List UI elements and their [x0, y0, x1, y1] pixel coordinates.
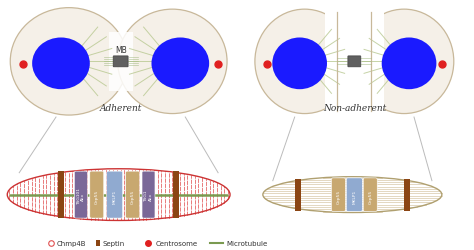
Ellipse shape	[382, 38, 437, 90]
FancyBboxPatch shape	[113, 57, 128, 68]
Text: Chmp4B: Chmp4B	[57, 240, 86, 246]
Bar	[173, 171, 179, 218]
Text: MKLP1: MKLP1	[113, 189, 117, 203]
Ellipse shape	[272, 38, 327, 90]
Text: Centrosome: Centrosome	[155, 240, 198, 246]
Text: MB: MB	[115, 46, 127, 55]
Ellipse shape	[118, 10, 227, 114]
Text: Microtubule: Microtubule	[226, 240, 267, 246]
Bar	[96, 240, 100, 246]
Bar	[295, 179, 301, 211]
Text: MKLP1: MKLP1	[352, 189, 356, 203]
FancyBboxPatch shape	[348, 57, 361, 68]
Bar	[109, 32, 133, 92]
Text: Cep55: Cep55	[130, 189, 135, 203]
Text: Cep55: Cep55	[95, 189, 99, 203]
Text: Non-adherent: Non-adherent	[323, 103, 386, 112]
Bar	[404, 179, 410, 211]
FancyBboxPatch shape	[331, 178, 346, 212]
FancyBboxPatch shape	[363, 178, 377, 212]
Text: Cep55: Cep55	[337, 189, 340, 203]
Bar	[58, 171, 64, 218]
FancyBboxPatch shape	[126, 172, 139, 218]
Ellipse shape	[10, 8, 128, 116]
FancyBboxPatch shape	[142, 172, 155, 218]
FancyBboxPatch shape	[90, 172, 104, 218]
FancyBboxPatch shape	[107, 172, 123, 218]
Bar	[335, 8, 384, 117]
Text: Cep55: Cep55	[368, 189, 372, 203]
Text: Adherent: Adherent	[100, 103, 142, 112]
Text: TSG101
Alix: TSG101 Alix	[77, 187, 85, 204]
Text: Septin: Septin	[103, 240, 125, 246]
Text: TSG1
Alix: TSG1 Alix	[144, 190, 153, 202]
FancyBboxPatch shape	[346, 178, 362, 212]
Ellipse shape	[255, 10, 355, 114]
Ellipse shape	[32, 38, 90, 90]
Bar	[325, 8, 374, 117]
Ellipse shape	[355, 10, 454, 114]
FancyBboxPatch shape	[74, 172, 87, 218]
Ellipse shape	[152, 38, 209, 90]
